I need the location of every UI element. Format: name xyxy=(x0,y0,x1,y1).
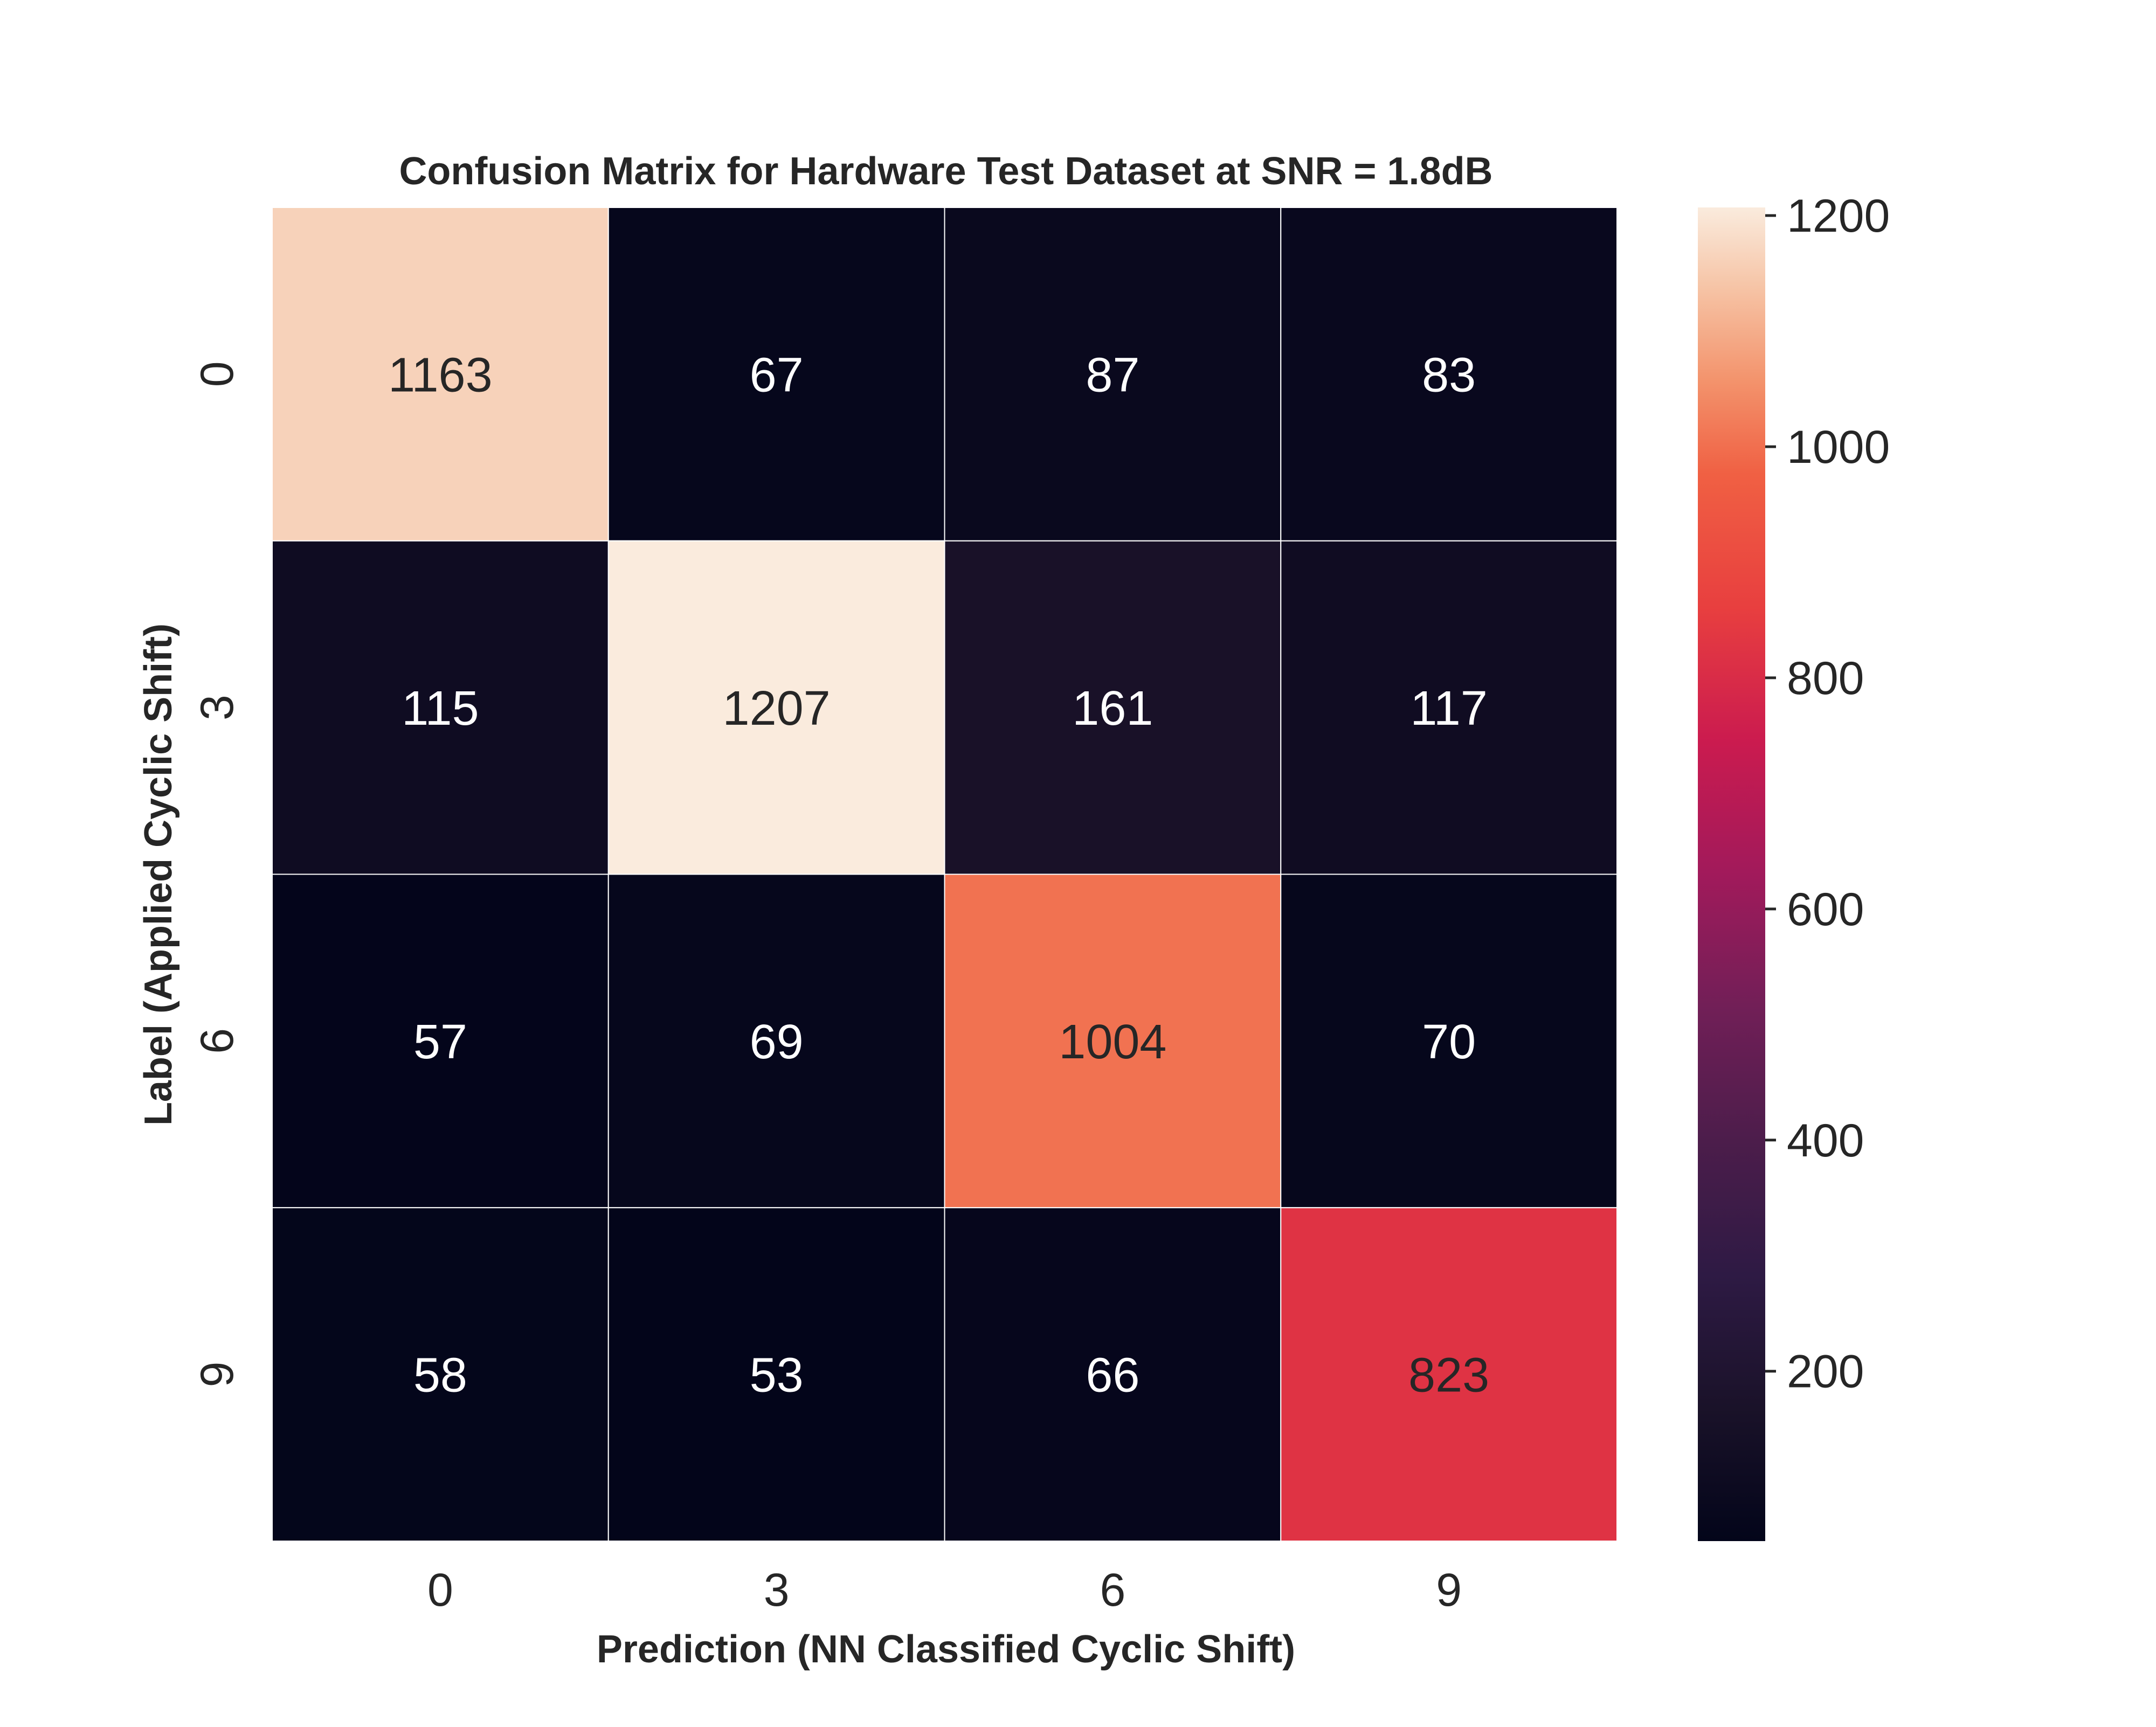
heatmap-cell-value-r3-c3: 823 xyxy=(1408,1349,1489,1403)
heatmap-cell-r3-c0 xyxy=(272,1207,609,1542)
heatmap-cell-r3-c2 xyxy=(944,1207,1282,1542)
x-tick-label-0: 0 xyxy=(427,1564,453,1616)
heatmap-cell-r1-c1 xyxy=(607,540,945,875)
chart-title: Confusion Matrix for Hardware Test Datas… xyxy=(399,150,1492,193)
x-axis-label: Prediction (NN Classified Cyclic Shift) xyxy=(597,1628,1295,1671)
heatmap-cell-value-r2-c0: 57 xyxy=(413,1015,467,1069)
colorbar-tick-label-200: 200 xyxy=(1787,1346,1864,1398)
heatmap-cell-value-r0-c3: 83 xyxy=(1422,348,1476,402)
heatmap-cell-r2-c3 xyxy=(1280,873,1618,1209)
y-axis-tick-labels: 0 3 6 9 xyxy=(191,361,243,1387)
x-tick-label-9: 9 xyxy=(1436,1564,1462,1616)
heatmap-cell-value-r3-c1: 53 xyxy=(750,1349,804,1403)
heatmap-cell-r3-c1 xyxy=(607,1207,945,1542)
x-axis-tick-labels: 0 3 6 9 xyxy=(427,1564,1462,1616)
heatmap-cells xyxy=(272,207,1618,1542)
colorbar-tick-label-800: 800 xyxy=(1787,653,1864,704)
heatmap-cell-r1-c2 xyxy=(944,540,1282,875)
heatmap-cell-value-r1-c0: 115 xyxy=(402,682,479,736)
heatmap-cell-value-r1-c1: 1207 xyxy=(723,682,831,736)
heatmap-cell-value-r2-c1: 69 xyxy=(750,1015,804,1069)
x-tick-label-3: 3 xyxy=(764,1564,790,1616)
heatmap-cell-value-r0-c1: 67 xyxy=(750,348,804,402)
heatmap-cell-r3-c3 xyxy=(1280,1207,1618,1542)
heatmap-cell-value-r2-c2: 1004 xyxy=(1059,1015,1166,1069)
y-tick-label-6: 6 xyxy=(191,1028,243,1054)
y-tick-label-9: 9 xyxy=(191,1362,243,1388)
colorbar xyxy=(1698,207,1765,1541)
colorbar-ticks: 200 400 600 800 1000 1200 xyxy=(1765,190,1890,1398)
heatmap-cell-value-r1-c2: 161 xyxy=(1072,682,1153,736)
y-axis-label: Label (Applied Cyclic Shift) xyxy=(137,623,180,1126)
heatmap-cell-value-r2-c3: 70 xyxy=(1422,1015,1476,1069)
heatmap-cell-labels: 1163 67 87 83 115 1207 161 117 57 69 1004 70 58 53 66 8… xyxy=(388,348,1489,1402)
heatmap-cell-r0-c3 xyxy=(1280,207,1618,542)
heatmap-cell-r1-c3 xyxy=(1280,540,1618,875)
x-tick-label-6: 6 xyxy=(1100,1564,1125,1616)
heatmap-cell-r0-c1 xyxy=(607,207,945,542)
heatmap-cell-value-r3-c0: 58 xyxy=(413,1349,467,1403)
heatmap-cell-r2-c1 xyxy=(607,873,945,1209)
y-tick-label-0: 0 xyxy=(191,361,243,387)
colorbar-tick-label-600: 600 xyxy=(1787,884,1864,935)
heatmap-cell-r0-c2 xyxy=(944,207,1282,542)
heatmap-cell-value-r3-c2: 66 xyxy=(1086,1349,1139,1403)
heatmap-cell-value-r0-c0: 1163 xyxy=(388,348,493,402)
colorbar-tick-label-1000: 1000 xyxy=(1787,421,1890,473)
heatmap-cell-value-r0-c2: 87 xyxy=(1086,348,1139,402)
colorbar-tick-label-400: 400 xyxy=(1787,1115,1864,1167)
heatmap-cell-value-r1-c3: 117 xyxy=(1410,682,1487,736)
colorbar-tick-label-1200: 1200 xyxy=(1787,190,1890,242)
y-tick-label-3: 3 xyxy=(191,695,243,720)
heatmap-cell-r0-c0 xyxy=(272,207,609,542)
heatmap-cell-r1-c0 xyxy=(272,540,609,875)
